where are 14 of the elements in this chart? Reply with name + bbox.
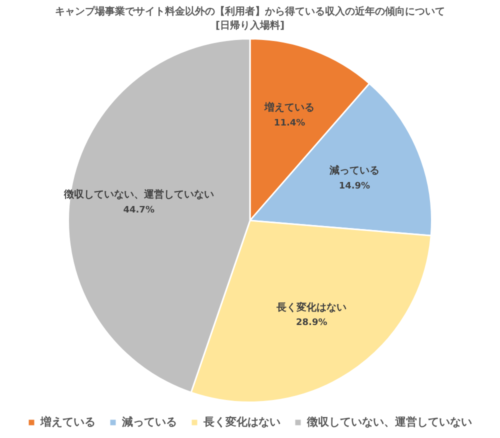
legend-label: 長く変化はない [202, 415, 280, 428]
chart-subtitle: [日帰り入場料] [215, 20, 285, 32]
slice-label: 徴収していない、運営していない [62, 188, 214, 201]
legend-label: 増えている [40, 415, 96, 428]
data-label: 28.9% [296, 318, 328, 328]
data-label: 11.4% [274, 118, 306, 128]
data-label: 44.7% [123, 205, 154, 216]
chart-title: キャンプ場事業でサイト料金以外の【利用者】から得ている収入の近年の傾向について [55, 6, 445, 18]
slice-label: 減っている [328, 164, 380, 177]
slice-label: 長く変化はない [276, 301, 347, 314]
legend-label: 徴収していない、運営していない [306, 415, 472, 428]
slice-label: 増えている [264, 102, 315, 114]
data-label: 14.9% [338, 182, 370, 192]
legend-label: 減っている [121, 415, 177, 428]
